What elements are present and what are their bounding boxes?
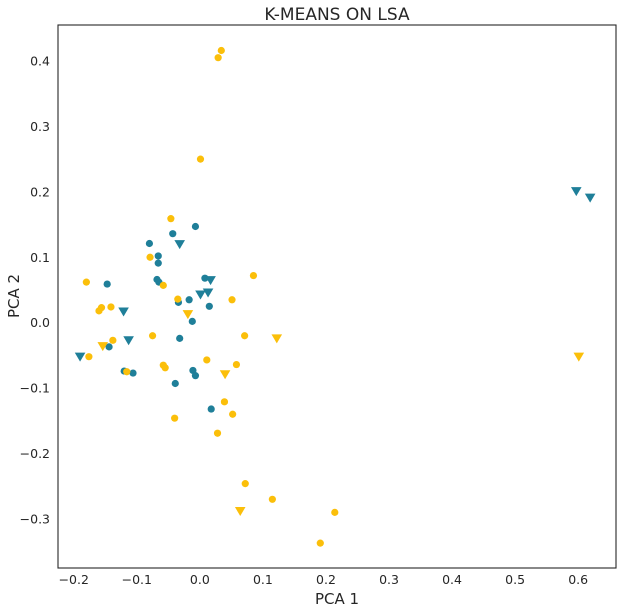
x-tick-label: 0.2 bbox=[316, 572, 336, 587]
scatter-point-circle bbox=[82, 278, 90, 286]
x-tick-label: 0.3 bbox=[379, 572, 399, 587]
y-tick-label: 0.3 bbox=[30, 119, 50, 134]
scatter-point-circle bbox=[107, 303, 115, 311]
scatter-point-circle bbox=[196, 155, 205, 163]
y-axis-label: PCA 2 bbox=[5, 274, 23, 318]
scatter-point-triangle bbox=[584, 193, 596, 203]
scatter-point-circle bbox=[154, 259, 162, 267]
y-tick-labels: −0.3 −0.2 −0.1 0.0 0.1 0.2 0.3 0.4 bbox=[20, 53, 50, 526]
scatter-point-triangle bbox=[123, 336, 134, 346]
scatter-point-triangle bbox=[219, 370, 231, 380]
scatter-point-circle bbox=[171, 414, 179, 422]
scatter-point-triangle bbox=[118, 307, 129, 317]
scatter-point-triangle bbox=[234, 507, 246, 517]
scatter-point-circle bbox=[103, 280, 111, 288]
scatter-point-circle bbox=[105, 343, 113, 351]
x-tick-label: 0.6 bbox=[568, 572, 588, 587]
x-axis-label: PCA 1 bbox=[315, 590, 359, 608]
scatter-point-circle bbox=[174, 295, 182, 303]
x-tick-label: 0.0 bbox=[190, 572, 210, 587]
scatter-point-circle bbox=[331, 508, 339, 516]
scatter-point-circle bbox=[191, 372, 200, 380]
y-tick-label: −0.1 bbox=[20, 381, 50, 396]
scatter-point-circle bbox=[249, 271, 258, 280]
scatter-point-triangle bbox=[202, 288, 214, 298]
scatter-point-circle bbox=[188, 317, 196, 325]
plot-frame bbox=[57, 24, 617, 569]
y-tick-label: 0.0 bbox=[30, 315, 50, 330]
x-tick-label: −0.1 bbox=[122, 572, 152, 587]
scatter-point-circle bbox=[95, 307, 103, 315]
scatter-point-circle bbox=[214, 54, 222, 62]
y-tick-label: −0.3 bbox=[20, 511, 50, 526]
scatter-point-circle bbox=[129, 369, 137, 377]
scatter-point-circle bbox=[241, 480, 249, 488]
scatter-point-circle bbox=[217, 46, 225, 55]
scatter-point-circle bbox=[185, 296, 193, 304]
scatter-point-circle bbox=[169, 230, 177, 238]
scatter-point-triangle bbox=[195, 290, 206, 300]
scatter-point-triangle bbox=[271, 334, 283, 344]
scatter-point-circle bbox=[220, 398, 229, 406]
scatter-point-circle bbox=[205, 302, 213, 310]
scatter-point-triangle bbox=[182, 310, 194, 320]
scatter-point-circle bbox=[229, 410, 237, 418]
scatter-point-circle bbox=[203, 356, 211, 364]
scatter-point-circle bbox=[191, 222, 200, 231]
x-tick-label: 0.4 bbox=[442, 572, 462, 587]
scatter-point-circle bbox=[207, 405, 215, 413]
x-tick-label: −0.2 bbox=[59, 572, 89, 587]
scatter-point-circle bbox=[145, 239, 154, 248]
scatter-point-triangle bbox=[74, 352, 86, 362]
scatter-point-circle bbox=[232, 360, 241, 369]
y-tick-label: 0.4 bbox=[30, 53, 50, 68]
scatter-point-triangle bbox=[97, 342, 109, 352]
scatter-point-circle bbox=[148, 332, 157, 340]
scatter-point-triangle bbox=[174, 240, 185, 250]
y-tick-label: 0.2 bbox=[30, 184, 50, 199]
scatter-point-triangle bbox=[573, 352, 585, 362]
chart-title: K-MEANS ON LSA bbox=[264, 5, 410, 25]
y-tick-label: −0.2 bbox=[20, 446, 50, 461]
scatter-point-circle bbox=[159, 281, 167, 289]
data-points bbox=[74, 46, 596, 547]
scatter-point-circle bbox=[228, 296, 236, 304]
scatter-point-circle bbox=[161, 364, 169, 372]
scatter-point-circle bbox=[154, 252, 162, 260]
scatter-point-circle bbox=[109, 336, 117, 344]
scatter-point-circle bbox=[85, 353, 93, 361]
scatter-point-circle bbox=[167, 215, 175, 223]
scatter-point-triangle bbox=[205, 276, 216, 286]
x-tick-label: 0.5 bbox=[505, 572, 525, 587]
scatter-point-circle bbox=[268, 495, 276, 503]
scatter-point-circle bbox=[146, 253, 154, 261]
scatter-point-circle bbox=[213, 429, 222, 437]
scatter-point-triangle bbox=[570, 187, 582, 197]
scatter-point-circle bbox=[176, 334, 184, 342]
scatter-point-circle bbox=[316, 539, 324, 547]
x-tick-label: 0.1 bbox=[253, 572, 273, 587]
x-tick-labels: −0.2 −0.1 0.0 0.1 0.2 0.3 0.4 0.5 0.6 bbox=[59, 572, 589, 587]
scatter-point-circle bbox=[123, 368, 131, 376]
y-tick-label: 0.1 bbox=[30, 250, 50, 265]
scatter-point-circle bbox=[171, 379, 179, 388]
scatter-point-circle bbox=[241, 332, 249, 340]
